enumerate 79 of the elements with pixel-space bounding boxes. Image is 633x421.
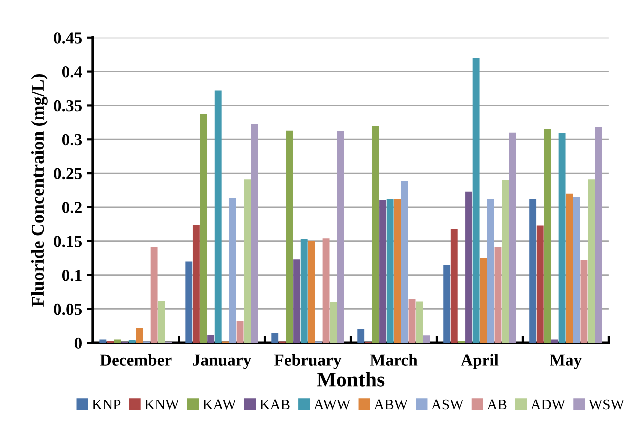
y-tick-label: 0 (74, 338, 82, 350)
bar (401, 181, 408, 344)
legend-label: AB (487, 400, 507, 410)
legend-label: KAB (260, 400, 290, 410)
y-tick-label: 0.4 (62, 66, 82, 78)
bar (380, 200, 386, 344)
bar (558, 134, 566, 344)
bar (408, 299, 416, 344)
bar (502, 180, 510, 344)
bar (244, 180, 252, 344)
x-axis-title: Months (317, 372, 385, 387)
legend-label: ADW (530, 400, 566, 410)
legend-label: ABW (374, 400, 408, 410)
x-tick-label: May (550, 354, 582, 370)
bar (330, 302, 338, 344)
legend-label: KNW (144, 400, 180, 410)
bar (230, 198, 236, 344)
bar (573, 197, 580, 344)
bar (509, 132, 516, 344)
bar (480, 258, 488, 344)
bar (552, 340, 558, 344)
bar (150, 247, 158, 344)
bar (200, 114, 208, 344)
y-tick-label: 0.25 (54, 168, 82, 180)
x-tick-label: December (100, 354, 172, 366)
bar (114, 340, 122, 344)
bar (472, 58, 480, 344)
bar (444, 265, 451, 344)
bar (186, 262, 193, 344)
bar (588, 180, 596, 344)
bar (394, 199, 402, 344)
bar (128, 340, 136, 344)
bar (595, 127, 602, 344)
x-tick-label: February (274, 354, 342, 370)
y-tick-label: 0.2 (62, 202, 82, 214)
bar (450, 229, 458, 344)
y-tick-label: 0.35 (54, 100, 82, 112)
bar (300, 239, 308, 344)
bar (100, 340, 107, 344)
bar (136, 328, 144, 344)
x-tick-label: January (193, 354, 252, 370)
bar (236, 321, 244, 344)
y-axis-title: Fluoride Concentraion (mg/L) (31, 74, 48, 308)
x-tick-label: March (370, 354, 418, 366)
bar (530, 199, 537, 344)
bar (192, 225, 200, 344)
bar (272, 332, 279, 344)
legend-label: KAW (203, 400, 236, 410)
bar (158, 301, 166, 344)
y-tick-label: 0.15 (54, 236, 82, 248)
bar (294, 260, 301, 344)
bar (423, 336, 430, 344)
bar (466, 192, 472, 344)
bar (322, 238, 330, 344)
bar (286, 130, 294, 344)
bar (208, 334, 215, 344)
x-tick-label: April (461, 354, 499, 370)
bar (580, 260, 588, 344)
legend-label: ASW (432, 400, 464, 410)
bar (386, 199, 394, 344)
bar (337, 131, 344, 344)
bar (544, 129, 552, 344)
bar (566, 194, 574, 344)
y-tick-label: 0.1 (62, 270, 82, 282)
legend-label: WSW (588, 400, 625, 410)
bar (494, 247, 502, 344)
bar (536, 226, 544, 344)
y-tick-label: 0.05 (54, 304, 82, 316)
bar (308, 241, 316, 344)
legend-label: AWW (314, 400, 351, 410)
bar (372, 126, 380, 344)
bar (487, 199, 494, 344)
y-tick-label: 0.3 (62, 134, 82, 146)
bar (416, 302, 424, 344)
bar (358, 330, 365, 344)
y-tick-label: 0.45 (54, 32, 82, 44)
bar (214, 90, 222, 344)
bar (251, 124, 258, 344)
legend-label: KNP (92, 400, 121, 410)
